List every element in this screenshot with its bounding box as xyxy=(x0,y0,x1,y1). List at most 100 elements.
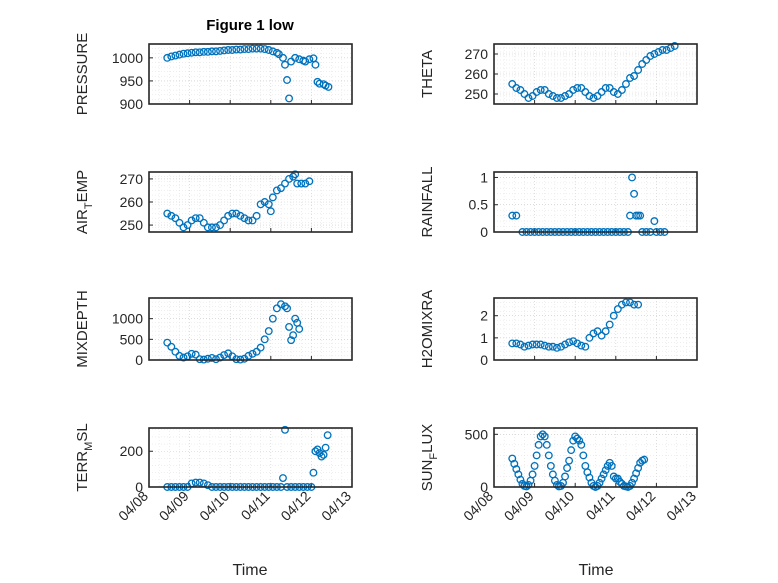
data-point xyxy=(581,342,590,351)
data-point xyxy=(548,342,557,351)
y-tick-label: 950 xyxy=(120,73,144,89)
data-point xyxy=(323,431,332,440)
data-point xyxy=(512,339,521,348)
data-point xyxy=(577,84,586,92)
data-point xyxy=(321,443,330,452)
data-point xyxy=(232,355,241,364)
data-point xyxy=(626,74,634,82)
data-point xyxy=(552,94,561,102)
data-point xyxy=(232,45,241,54)
y-tick-label: 2 xyxy=(480,308,488,324)
data-point xyxy=(236,45,245,54)
data-point xyxy=(550,476,559,485)
data-point xyxy=(646,52,655,60)
data-point xyxy=(544,451,553,460)
data-point xyxy=(232,209,241,218)
data-point xyxy=(544,90,553,98)
data-point xyxy=(191,48,200,57)
data-point xyxy=(658,46,667,54)
subplot-h2omixra: 0 1 2 H2OMIXRA xyxy=(419,290,698,368)
data-point xyxy=(609,311,618,320)
data-point xyxy=(617,300,626,309)
data-point xyxy=(167,211,176,220)
data-point xyxy=(285,322,294,331)
data-point xyxy=(599,470,608,479)
data-point xyxy=(607,461,616,470)
data-point xyxy=(289,172,298,181)
axes-box xyxy=(148,171,353,233)
data-point xyxy=(167,52,176,61)
data-point xyxy=(542,440,551,449)
data-point xyxy=(595,478,604,487)
data-point xyxy=(536,340,545,349)
data-point xyxy=(311,447,320,456)
data-point xyxy=(248,44,257,53)
data-point xyxy=(589,329,598,338)
data-point xyxy=(630,300,639,309)
x-axis-label-left: Time xyxy=(233,562,268,579)
data-point xyxy=(634,66,643,74)
data-point xyxy=(187,48,196,57)
data-point xyxy=(183,49,192,58)
x-axis-label-right: Time xyxy=(579,562,614,579)
data-point xyxy=(281,425,289,434)
data-point xyxy=(248,216,257,225)
y-tick-label: 0 xyxy=(135,352,143,368)
data-point xyxy=(220,46,229,55)
data-point xyxy=(508,339,517,348)
data-point xyxy=(597,474,606,483)
y-tick-label: 270 xyxy=(465,46,489,62)
y-tick-label: 260 xyxy=(120,194,144,210)
y-tick-label: 1000 xyxy=(112,50,143,66)
data-point xyxy=(579,451,588,460)
data-point xyxy=(256,343,265,352)
data-point xyxy=(171,347,180,356)
data-point xyxy=(289,331,298,340)
data-point xyxy=(536,86,545,94)
data-point xyxy=(252,211,261,220)
y-tick-label: 1 xyxy=(480,330,488,346)
axes-box xyxy=(493,297,698,361)
data-point xyxy=(163,53,172,62)
data-point xyxy=(324,82,333,91)
data-point xyxy=(281,179,289,188)
data-point xyxy=(224,46,233,54)
data-point xyxy=(195,214,204,223)
data-point xyxy=(530,461,539,470)
y-axis-label: RAINFALL xyxy=(419,167,436,238)
data-point xyxy=(628,173,636,182)
data-point xyxy=(216,353,224,362)
data-point xyxy=(287,336,296,345)
data-point xyxy=(240,214,249,223)
data-point xyxy=(244,351,253,360)
subplot-mixdepth: 0 500 1000 MIXDEPTH xyxy=(74,290,353,368)
data-point xyxy=(516,475,525,484)
data-point xyxy=(512,84,521,92)
data-point xyxy=(281,302,289,311)
data-point xyxy=(256,200,265,209)
data-point xyxy=(569,337,578,346)
data-point xyxy=(573,84,582,92)
data-point xyxy=(609,472,618,481)
data-point xyxy=(175,50,184,59)
y-tick-label: 270 xyxy=(120,171,144,187)
data-point xyxy=(305,55,314,64)
data-point xyxy=(528,92,537,100)
y-axis-label: MIXDEPTH xyxy=(74,290,91,368)
data-point xyxy=(575,436,584,445)
data-point xyxy=(516,86,525,94)
data-point xyxy=(179,49,188,58)
data-point xyxy=(593,92,602,100)
data-point xyxy=(195,355,204,364)
data-point xyxy=(272,48,281,57)
data-point xyxy=(260,45,269,54)
data-point xyxy=(203,47,212,56)
data-point xyxy=(291,170,300,179)
data-point xyxy=(248,349,257,358)
data-point xyxy=(569,86,578,94)
data-point xyxy=(601,84,610,92)
data-point xyxy=(622,80,630,88)
data-point xyxy=(516,340,525,349)
axes-box xyxy=(148,427,353,488)
